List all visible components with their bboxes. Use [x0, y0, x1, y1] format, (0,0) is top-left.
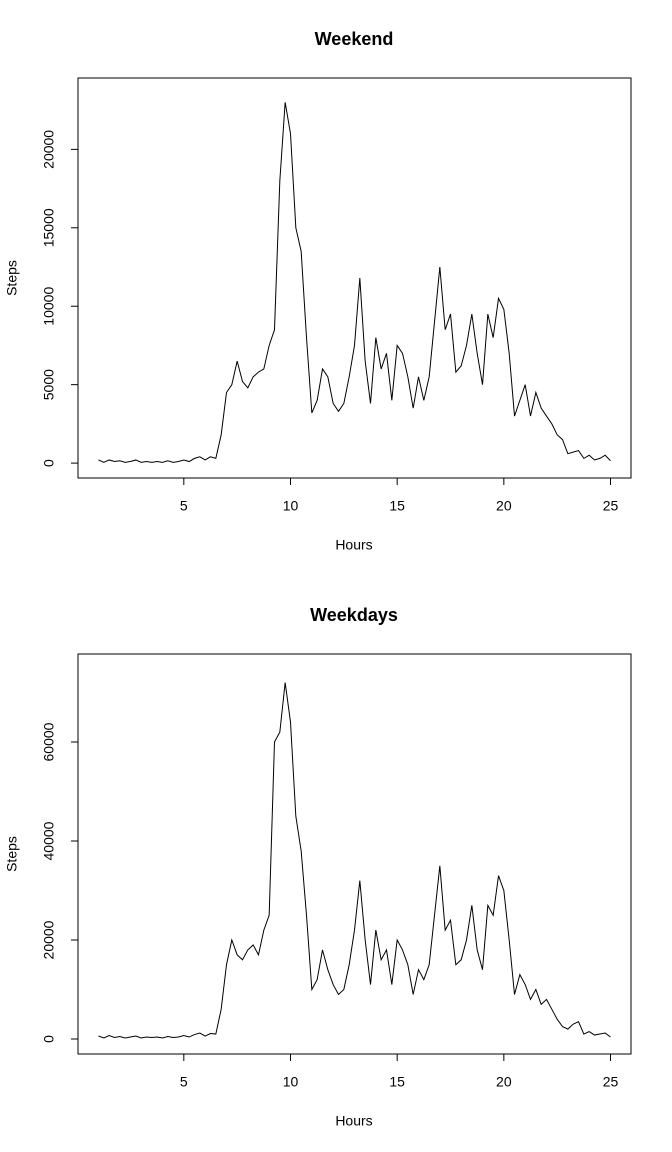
- plot-frame: [77, 653, 632, 1055]
- x-tick-label: 15: [389, 1074, 405, 1090]
- x-tick-label: 20: [496, 1074, 512, 1090]
- x-tick-label: 25: [603, 1074, 619, 1090]
- x-tick-label: 10: [283, 1074, 299, 1090]
- x-tick-label: 5: [180, 498, 188, 514]
- y-tick-label: 20000: [41, 130, 57, 169]
- chart-title: Weekdays: [310, 605, 398, 625]
- y-tick-label: 5000: [41, 369, 57, 400]
- y-tick-label: 60000: [41, 722, 57, 761]
- y-tick-label: 20000: [41, 920, 57, 959]
- x-tick-label: 5: [180, 1074, 188, 1090]
- y-tick-label: 15000: [41, 208, 57, 247]
- y-tick-label: 0: [41, 459, 57, 467]
- y-tick-label: 40000: [41, 821, 57, 860]
- x-tick-label: 25: [603, 498, 619, 514]
- x-tick-label: 15: [389, 498, 405, 514]
- data-line: [98, 102, 611, 463]
- data-line: [98, 682, 611, 1039]
- x-tick-label: 20: [496, 498, 512, 514]
- x-axis-label: Hours: [335, 1113, 372, 1129]
- x-axis-label: Hours: [335, 537, 372, 553]
- y-tick-label: 0: [41, 1035, 57, 1043]
- y-tick-label: 10000: [41, 287, 57, 326]
- plot-frame: [77, 77, 632, 479]
- y-axis-label: Steps: [4, 836, 20, 872]
- y-axis-label: Steps: [4, 260, 20, 296]
- chart-title: Weekend: [315, 29, 394, 49]
- x-tick-label: 10: [283, 498, 299, 514]
